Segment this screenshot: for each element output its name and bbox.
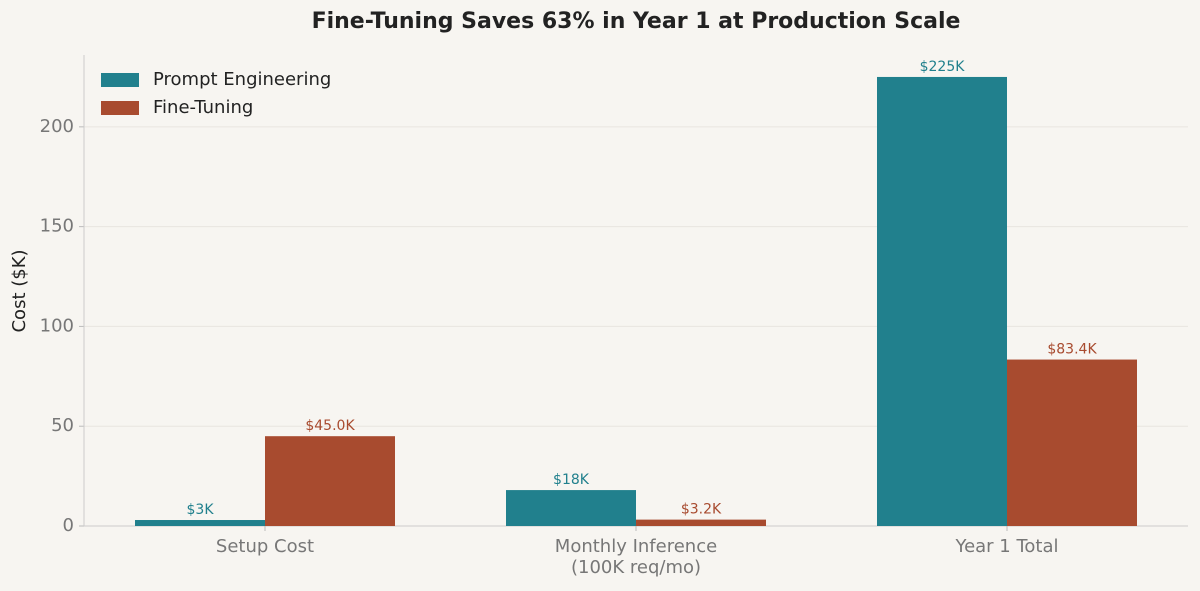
bar — [506, 490, 636, 526]
legend-swatch — [101, 101, 139, 115]
y-tick-label: 0 — [63, 515, 74, 536]
legend-label: Fine-Tuning — [153, 97, 253, 118]
y-tick-label: 50 — [51, 415, 74, 436]
value-label: $225K — [920, 59, 966, 75]
y-tick-label: 200 — [40, 116, 74, 137]
y-tick-label: 100 — [40, 315, 74, 336]
bar — [877, 76, 1007, 526]
chart-title: Fine-Tuning Saves 63% in Year 1 at Produ… — [312, 9, 961, 34]
y-tick-label: 150 — [40, 216, 74, 237]
value-label: $83.4K — [1047, 342, 1097, 358]
bar — [1007, 359, 1137, 526]
value-label: $18K — [553, 472, 590, 488]
bar — [265, 436, 395, 526]
y-axis-label: Cost ($K) — [9, 249, 30, 332]
x-tick-label: Monthly Inference (100K req/mo) — [555, 536, 717, 578]
bar — [636, 519, 766, 526]
bar — [135, 520, 265, 526]
value-label: $45.0K — [305, 418, 355, 434]
legend-swatch — [101, 73, 139, 87]
x-tick-label: Setup Cost — [216, 536, 314, 557]
legend-label: Prompt Engineering — [153, 69, 331, 90]
value-label: $3.2K — [681, 502, 722, 518]
x-tick-label: Year 1 Total — [954, 536, 1058, 557]
value-label: $3K — [187, 502, 215, 518]
